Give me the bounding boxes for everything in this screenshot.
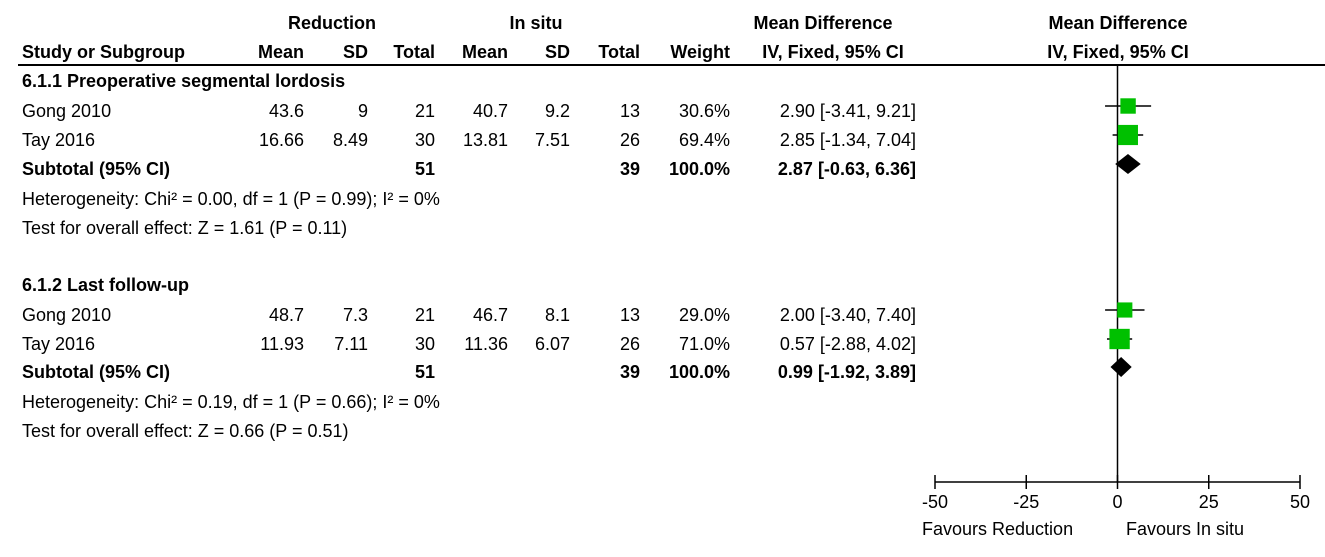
subtotal-total2: 39 <box>619 362 640 382</box>
cell-total1: 21 <box>414 101 435 121</box>
heterogeneity-text: Heterogeneity: Chi² = 0.19, df = 1 (P = … <box>22 392 440 412</box>
cell-mean1: 43.6 <box>268 101 304 121</box>
md-plot-header: Mean Difference <box>1048 13 1188 33</box>
cell-weight: 69.4% <box>678 130 730 150</box>
group-header-reduction: Reduction <box>288 13 376 33</box>
cell-weight: 30.6% <box>678 101 730 121</box>
subtotal-diamond <box>1110 357 1132 377</box>
cell-weight: 29.0% <box>678 305 730 325</box>
cell-sd1: 8.49 <box>332 130 368 150</box>
cell-weight: 71.0% <box>678 334 730 354</box>
col-weight-header: Weight <box>670 42 730 62</box>
col-mean1-header: Mean <box>257 42 304 62</box>
cell-total2: 26 <box>619 334 640 354</box>
col-study-header: Study or Subgroup <box>22 42 185 62</box>
x-tick-label: 0 <box>1112 492 1122 512</box>
cell-mean1: 16.66 <box>258 130 304 150</box>
subtotal-total1: 51 <box>414 362 435 382</box>
subtotal-weight: 100.0% <box>668 159 730 179</box>
subtotal-total2: 39 <box>619 159 640 179</box>
col-total2-header: Total <box>598 42 640 62</box>
cell-mean2: 46.7 <box>472 305 508 325</box>
header-rule <box>18 64 1325 66</box>
subtotal-total1: 51 <box>414 159 435 179</box>
study-name: Tay 2016 <box>22 130 96 150</box>
cell-total1: 30 <box>414 130 435 150</box>
cell-sd2: 6.07 <box>534 334 570 354</box>
col-sd1-header: SD <box>342 42 368 62</box>
cell-total1: 21 <box>414 305 435 325</box>
cell-sd2: 8.1 <box>544 305 570 325</box>
cell-sd1: 9 <box>357 101 368 121</box>
cell-mean1: 48.7 <box>268 305 304 325</box>
x-tick-label: -50 <box>922 492 948 512</box>
heterogeneity-text: Heterogeneity: Chi² = 0.00, df = 1 (P = … <box>22 189 440 209</box>
cell-total1: 30 <box>414 334 435 354</box>
subgroup-title: 6.1.2 Last follow-up <box>22 275 190 295</box>
cell-ci: 2.85 [-1.34, 7.04] <box>779 130 916 150</box>
col-ci-plot-header: IV, Fixed, 95% CI <box>1047 42 1189 62</box>
cell-mean2: 11.36 <box>464 334 508 354</box>
study-square-marker <box>1109 328 1130 350</box>
subtotal-ci: 0.99 [-1.92, 3.89] <box>777 362 916 382</box>
study-name: Tay 2016 <box>22 334 96 354</box>
subgroup-title: 6.1.1 Preoperative segmental lordosis <box>22 71 346 91</box>
subtotal-label: Subtotal (95% CI) <box>22 362 171 382</box>
x-tick-label: 25 <box>1199 492 1219 512</box>
col-total1-header: Total <box>393 42 435 62</box>
subtotal-label: Subtotal (95% CI) <box>22 159 171 179</box>
cell-ci: 2.00 [-3.40, 7.40] <box>779 305 916 325</box>
subtotal-weight: 100.0% <box>668 362 730 382</box>
subtotal-ci: 2.87 [-0.63, 6.36] <box>777 159 916 179</box>
cell-mean2: 13.81 <box>462 130 508 150</box>
study-name: Gong 2010 <box>22 305 112 325</box>
cell-sd1: 7.3 <box>342 305 368 325</box>
cell-ci: 0.57 [-2.88, 4.02] <box>779 334 916 354</box>
col-sd2-header: SD <box>544 42 570 62</box>
subtotal-diamond <box>1115 154 1141 174</box>
group-header-in-situ: In situ <box>509 13 563 33</box>
overall-effect-text: Test for overall effect: Z = 0.66 (P = 0… <box>22 421 349 441</box>
cell-mean2: 40.7 <box>472 101 508 121</box>
favours-right-label: Favours In situ <box>1126 519 1245 539</box>
favours-left-label: Favours Reduction <box>922 519 1074 539</box>
cell-sd1: 7.11 <box>334 334 368 354</box>
study-square-marker <box>1117 302 1133 318</box>
x-tick-label: -25 <box>1013 492 1039 512</box>
study-square-marker <box>1120 98 1136 114</box>
cell-total2: 13 <box>619 305 640 325</box>
study-square-marker <box>1117 124 1138 146</box>
cell-total2: 13 <box>619 101 640 121</box>
cell-total2: 26 <box>619 130 640 150</box>
md-table-header: Mean Difference <box>753 13 893 33</box>
study-name: Gong 2010 <box>22 101 112 121</box>
cell-ci: 2.90 [-3.41, 9.21] <box>779 101 916 121</box>
x-tick-label: 50 <box>1290 492 1310 512</box>
overall-effect-text: Test for overall effect: Z = 1.61 (P = 0… <box>22 218 348 238</box>
cell-sd2: 9.2 <box>544 101 570 121</box>
col-ci-table-header: IV, Fixed, 95% CI <box>762 42 904 62</box>
cell-mean1: 11.93 <box>260 334 304 354</box>
cell-sd2: 7.51 <box>534 130 570 150</box>
col-mean2-header: Mean <box>461 42 508 62</box>
